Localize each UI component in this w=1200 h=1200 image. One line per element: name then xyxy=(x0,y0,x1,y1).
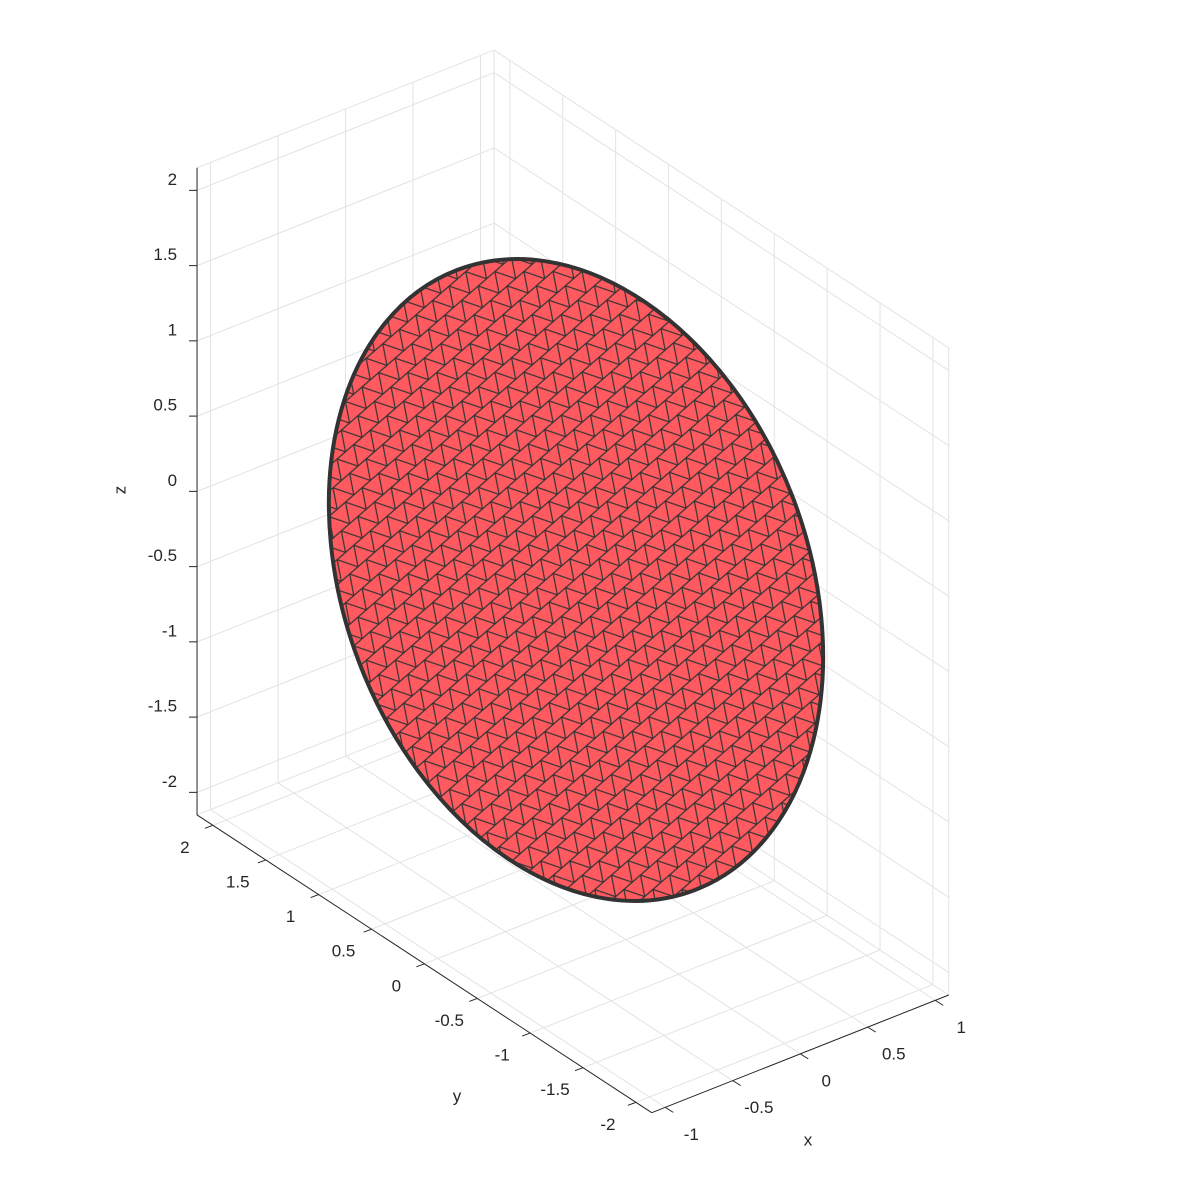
grid-line xyxy=(196,222,495,342)
grid-line xyxy=(477,880,775,999)
box-edge xyxy=(493,49,950,349)
z-tick-label: -0.5 xyxy=(148,546,177,565)
tick-mark xyxy=(310,894,319,899)
y-axis-title: y xyxy=(453,1086,462,1105)
x-tick-label: 0.5 xyxy=(882,1045,906,1064)
tick-mark xyxy=(664,1106,674,1113)
y-tick-label: -2 xyxy=(600,1115,615,1134)
tick-mark xyxy=(363,928,372,933)
grid-line xyxy=(196,147,495,267)
grid-line xyxy=(582,949,881,1069)
axis-line xyxy=(196,814,653,1114)
tick-mark xyxy=(934,999,944,1006)
tick-mark xyxy=(799,1053,809,1060)
axes: -2 -1.5 -1 -0.5 0 0.5 1 1.5 2 -2 -1.5 -1 -0.5 0 0.5 1 1.… xyxy=(148,167,966,1144)
z-tick-label: 0 xyxy=(168,471,177,490)
z-tick-label: 0.5 xyxy=(153,396,177,415)
z-tick-label: 1 xyxy=(168,320,177,339)
tick-mark xyxy=(521,1032,531,1037)
y-tick-label: 0.5 xyxy=(332,942,356,961)
grid-line xyxy=(635,984,934,1103)
tick-mark xyxy=(257,859,266,864)
y-tick-label: -1 xyxy=(495,1046,510,1065)
grid-line xyxy=(493,147,950,447)
y-tick-label: -0.5 xyxy=(435,1011,464,1030)
tick-mark xyxy=(204,824,214,829)
z-axis-title: z xyxy=(110,486,129,495)
x-axis-title: x xyxy=(804,1130,813,1149)
mesh-surface xyxy=(326,257,826,903)
x-tick-label: 0 xyxy=(822,1071,831,1090)
tick-mark xyxy=(416,963,425,968)
z-tick-label: 1.5 xyxy=(153,245,177,264)
tick-mark xyxy=(732,1080,742,1087)
y-tick-label: 2 xyxy=(180,838,189,857)
z-tick-label: -2 xyxy=(162,772,177,791)
tick-mark xyxy=(574,1067,584,1072)
grid-line xyxy=(529,914,828,1034)
y-tick-label: 1.5 xyxy=(226,872,250,891)
z-tick-label: -1.5 xyxy=(148,697,177,716)
y-tick-label: 0 xyxy=(392,976,401,995)
z-tick-label: 2 xyxy=(168,170,177,189)
y-tick-label: -1.5 xyxy=(540,1080,569,1099)
tick-mark xyxy=(469,997,478,1002)
box-edge xyxy=(196,49,495,169)
z-tick-label: -1 xyxy=(162,621,177,640)
grid-line xyxy=(196,72,495,191)
x-tick-label: 1 xyxy=(957,1018,966,1037)
grid-line xyxy=(493,72,950,371)
x-tick-label: -1 xyxy=(684,1125,699,1144)
tick-mark xyxy=(867,1026,877,1033)
y-tick-label: 1 xyxy=(286,907,295,926)
x-tick-label: -0.5 xyxy=(744,1098,773,1117)
tick-mark xyxy=(627,1101,637,1106)
